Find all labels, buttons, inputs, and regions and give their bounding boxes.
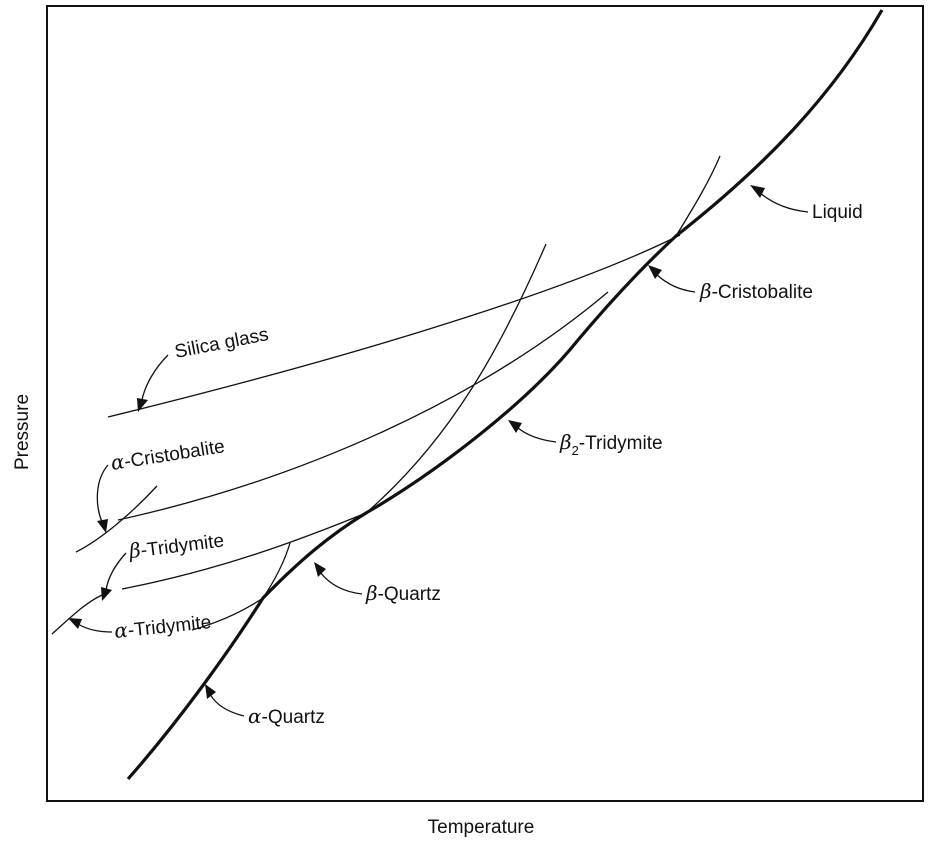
alpha-tridymite-curve bbox=[51, 594, 103, 635]
tridymite-metastable-curve bbox=[365, 243, 547, 514]
y-axis-label: Pressure bbox=[12, 394, 33, 470]
beta-tridymite-curve bbox=[121, 512, 367, 590]
beta-cristobalite-curve bbox=[117, 291, 609, 521]
cristobalite-metastable-curve bbox=[675, 155, 721, 237]
beta-cristobalite-pointer bbox=[655, 273, 696, 293]
liquid-label: Liquid bbox=[812, 202, 863, 223]
alpha-quartz-pointer bbox=[209, 693, 245, 717]
silica-glass-label: Silica glass bbox=[173, 324, 270, 363]
silica-glass-curve bbox=[107, 234, 681, 418]
beta2-tridymite-arrow-icon bbox=[508, 420, 522, 433]
plot-frame bbox=[46, 5, 924, 802]
alpha-quartz-arrow-icon bbox=[205, 684, 216, 699]
alpha-cristobalite-arrow-icon bbox=[97, 519, 108, 533]
beta-cristobalite-label: β-Cristobalite bbox=[699, 279, 813, 303]
liquid-arrow-icon bbox=[750, 185, 765, 198]
alpha-cristobalite-curve bbox=[75, 485, 158, 553]
beta-quartz-pointer bbox=[319, 571, 363, 595]
beta-cristobalite-arrow-icon bbox=[648, 265, 662, 279]
beta-tridymite-pointer bbox=[105, 552, 127, 591]
alpha-quartz-label: α-Quartz bbox=[248, 704, 325, 728]
stable-phase-boundary bbox=[126, 9, 884, 781]
beta2-tridymite-pointer bbox=[517, 427, 557, 443]
alpha-tridymite-label: α-Tridymite bbox=[113, 609, 212, 643]
beta2-tridymite-label: β2-Tridymite bbox=[559, 430, 663, 458]
alpha-tridymite-arrow-icon bbox=[68, 618, 82, 629]
beta-tridymite-arrow-icon bbox=[101, 587, 112, 601]
quartz-metastable-curve bbox=[191, 597, 264, 631]
beta-tridymite-label: β-Tridymite bbox=[127, 528, 226, 564]
beta-quartz-arrow-icon bbox=[314, 562, 326, 577]
liquid-pointer bbox=[759, 192, 809, 213]
alpha-cristobalite-label: α-Cristobalite bbox=[109, 433, 226, 475]
silica-glass-pointer bbox=[141, 354, 169, 401]
x-axis-label: Temperature bbox=[428, 817, 535, 838]
beta-quartz-upper-curve bbox=[262, 542, 291, 599]
beta-quartz-label: β-Quartz bbox=[365, 581, 441, 605]
alpha-tridymite-pointer bbox=[77, 623, 113, 633]
silica-glass-arrow-icon bbox=[137, 398, 148, 412]
alpha-cristobalite-pointer bbox=[96, 464, 109, 523]
